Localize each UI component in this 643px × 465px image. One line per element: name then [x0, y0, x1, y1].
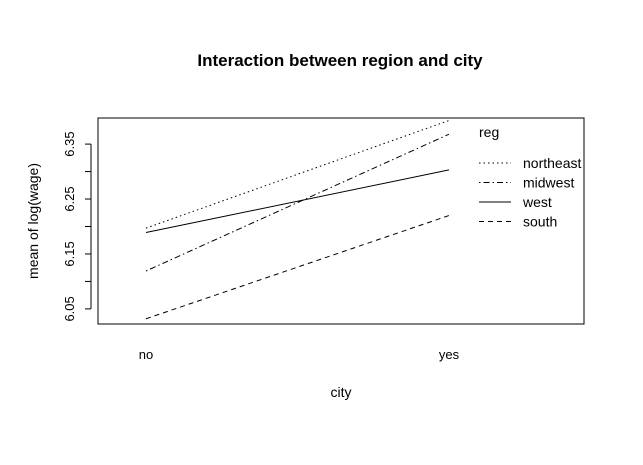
series-lines	[145, 120, 450, 320]
legend-label-south: south	[523, 214, 557, 230]
series-line-south	[145, 215, 450, 320]
chart-title: Interaction between region and city	[197, 51, 483, 70]
series-line-midwest	[145, 133, 450, 272]
y-tick-label: 6.25	[62, 186, 77, 211]
y-axis-label: mean of log(wage)	[25, 163, 41, 279]
y-axis: 6.05 6.15 6.25 6.35	[62, 131, 92, 322]
legend-label-northeast: northeast	[523, 155, 581, 171]
plot-frame	[97, 117, 585, 325]
legend: reg northeast midwest west south	[479, 124, 581, 230]
legend-label-west: west	[522, 194, 552, 210]
x-axis-label: city	[331, 384, 352, 400]
y-tick-label: 6.05	[62, 296, 77, 321]
series-line-west	[145, 169, 450, 234]
series-line-northeast	[145, 120, 450, 229]
x-tick-label: no	[139, 347, 153, 362]
legend-label-midwest: midwest	[523, 175, 574, 191]
y-tick-label: 6.35	[62, 131, 77, 156]
y-tick-label: 6.15	[62, 241, 77, 266]
legend-title: reg	[479, 124, 499, 140]
x-axis: no yes	[139, 347, 460, 362]
x-tick-label: yes	[439, 347, 460, 362]
